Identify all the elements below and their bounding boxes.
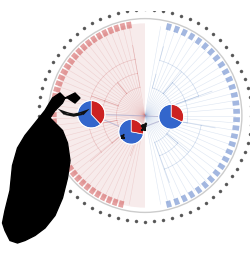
- Wedge shape: [113, 24, 120, 32]
- Wedge shape: [80, 43, 88, 51]
- Polygon shape: [78, 109, 90, 115]
- Wedge shape: [67, 57, 75, 65]
- Wedge shape: [51, 99, 58, 105]
- Wedge shape: [74, 174, 82, 182]
- Wedge shape: [91, 101, 105, 124]
- Wedge shape: [230, 133, 238, 139]
- Polygon shape: [123, 135, 124, 136]
- Wedge shape: [188, 33, 195, 41]
- Wedge shape: [84, 183, 92, 191]
- Wedge shape: [118, 200, 124, 208]
- Wedge shape: [78, 101, 101, 128]
- Circle shape: [123, 134, 124, 136]
- Wedge shape: [64, 63, 72, 70]
- Polygon shape: [58, 109, 70, 115]
- Wedge shape: [50, 112, 57, 117]
- Wedge shape: [201, 181, 209, 189]
- Wedge shape: [166, 200, 172, 208]
- Wedge shape: [100, 193, 107, 201]
- Wedge shape: [173, 25, 180, 33]
- Wedge shape: [181, 194, 188, 202]
- Polygon shape: [2, 93, 70, 243]
- Wedge shape: [107, 27, 114, 34]
- Wedge shape: [71, 52, 79, 60]
- Wedge shape: [53, 137, 60, 143]
- Wedge shape: [131, 119, 144, 134]
- Wedge shape: [233, 109, 240, 114]
- Wedge shape: [195, 186, 202, 194]
- Wedge shape: [230, 92, 238, 98]
- Polygon shape: [144, 124, 146, 125]
- Wedge shape: [201, 42, 209, 50]
- Wedge shape: [126, 21, 132, 29]
- Wedge shape: [54, 143, 62, 149]
- Wedge shape: [58, 74, 66, 81]
- Wedge shape: [119, 119, 144, 144]
- Wedge shape: [195, 37, 202, 45]
- Wedge shape: [62, 159, 71, 167]
- Wedge shape: [228, 141, 236, 147]
- Wedge shape: [106, 196, 113, 204]
- Wedge shape: [171, 104, 184, 122]
- Wedge shape: [85, 39, 93, 47]
- Wedge shape: [53, 86, 61, 93]
- Wedge shape: [60, 68, 68, 76]
- Wedge shape: [112, 198, 118, 206]
- Polygon shape: [64, 113, 84, 117]
- Wedge shape: [52, 93, 59, 99]
- Wedge shape: [166, 23, 172, 31]
- Wedge shape: [101, 29, 108, 37]
- Wedge shape: [50, 106, 57, 111]
- Wedge shape: [120, 23, 126, 30]
- Wedge shape: [70, 170, 78, 178]
- Wedge shape: [94, 190, 102, 198]
- Wedge shape: [225, 148, 233, 155]
- Wedge shape: [233, 117, 240, 122]
- Wedge shape: [55, 80, 63, 87]
- Wedge shape: [212, 169, 220, 177]
- Ellipse shape: [141, 124, 147, 128]
- Wedge shape: [225, 76, 233, 83]
- Wedge shape: [90, 35, 98, 43]
- Wedge shape: [60, 154, 68, 161]
- Wedge shape: [188, 191, 195, 199]
- Wedge shape: [50, 125, 58, 130]
- Wedge shape: [222, 156, 230, 163]
- Wedge shape: [222, 68, 230, 75]
- Wedge shape: [228, 84, 236, 90]
- Polygon shape: [82, 112, 85, 115]
- Ellipse shape: [120, 135, 124, 137]
- Wedge shape: [217, 163, 226, 170]
- Wedge shape: [207, 48, 215, 56]
- Wedge shape: [50, 118, 57, 124]
- Wedge shape: [57, 148, 65, 155]
- Wedge shape: [217, 61, 226, 69]
- Wedge shape: [207, 175, 215, 183]
- Wedge shape: [181, 29, 188, 37]
- Wedge shape: [75, 47, 83, 56]
- Wedge shape: [79, 179, 87, 187]
- Circle shape: [144, 122, 147, 125]
- Wedge shape: [173, 198, 180, 205]
- Wedge shape: [232, 125, 239, 131]
- Wedge shape: [212, 54, 220, 62]
- Wedge shape: [52, 131, 59, 137]
- Polygon shape: [65, 93, 80, 103]
- Wedge shape: [66, 164, 74, 172]
- Wedge shape: [159, 104, 182, 129]
- Wedge shape: [96, 32, 103, 40]
- Wedge shape: [53, 23, 145, 208]
- Wedge shape: [89, 187, 96, 195]
- Wedge shape: [232, 100, 239, 106]
